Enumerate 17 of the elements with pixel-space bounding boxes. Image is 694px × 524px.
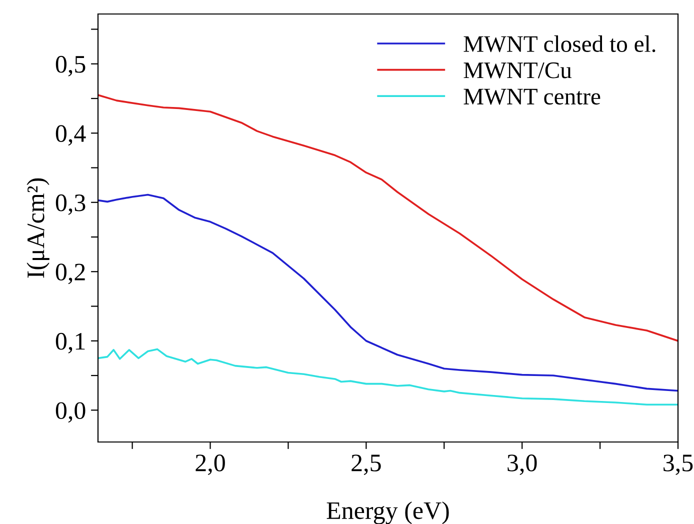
x-axis-title: Energy (eV) xyxy=(326,501,449,524)
y-tick-label: 0,2 xyxy=(56,264,85,284)
x-tick-label: 3,0 xyxy=(508,454,537,475)
x-tick-label: 2,5 xyxy=(352,454,381,475)
legend-label: MWNT closed to el. xyxy=(464,35,656,52)
y-tick-label: 0,5 xyxy=(56,56,86,76)
line-series xyxy=(98,194,678,392)
y-tick-label: 0,3 xyxy=(56,194,86,215)
y-tick-label: 0,4 xyxy=(56,125,86,146)
line-series xyxy=(98,348,678,406)
x-tick-label: 3,5 xyxy=(664,454,693,475)
x-tick-label: 2,0 xyxy=(196,454,225,475)
legend-label: MWNT centre xyxy=(464,88,600,105)
y-tick-label: 0,1 xyxy=(56,332,85,354)
y-axis-title: I(μA/cm²) xyxy=(26,178,50,278)
y-tick-label: 0,0 xyxy=(56,402,86,423)
legend-label: MWNT/Cu xyxy=(464,62,572,78)
